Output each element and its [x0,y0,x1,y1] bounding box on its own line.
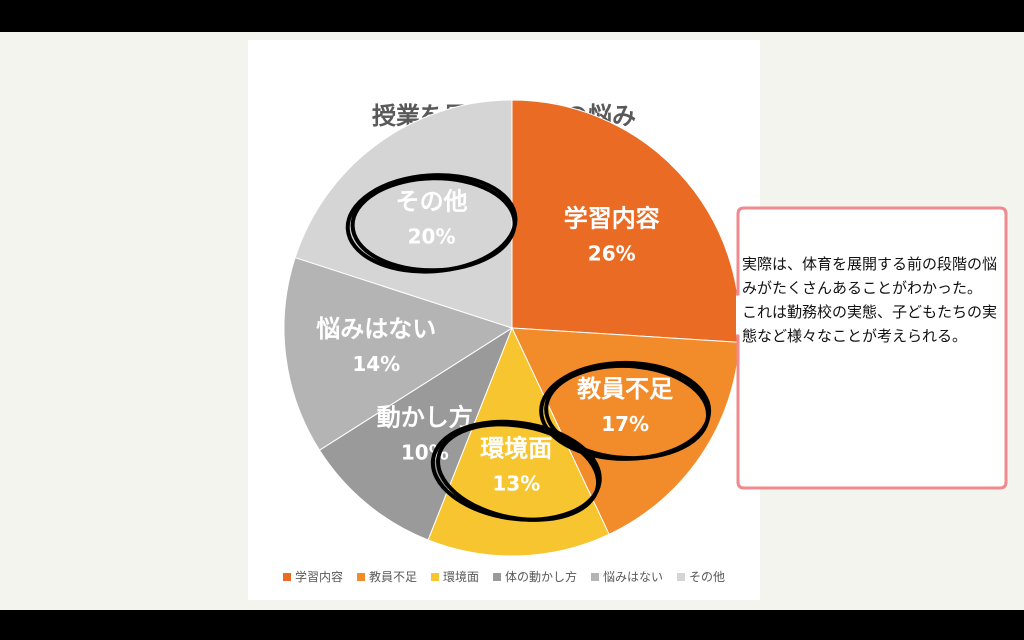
slice-label-3: 動かし方 [377,403,473,431]
slice-label-5: その他 [396,187,468,215]
legend-swatch-5 [677,572,686,581]
legend-label-3: 体の動かし方 [505,570,578,584]
legend-item-5: その他 [677,568,725,585]
legend-label-1: 教員不足 [368,570,417,584]
legend-swatch-0 [282,572,291,581]
slice-percent-4: 14% [352,352,400,376]
legend-item-2: 環境面 [430,568,479,585]
pie-slice-4 [283,256,514,451]
legend-swatch-1 [356,572,365,581]
legend-swatch-3 [493,572,501,581]
slice-label-2: 環境面 [480,435,552,463]
slice-label-1: 教員不足 [577,375,673,403]
legend-item-1: 教員不足 [356,568,417,585]
marker-circle [436,422,601,522]
legend-item-3: 体の動かし方 [493,568,577,585]
chart-legend: 学習内容 教員不足 環境面 体の動かし方 悩みはない その他 [248,568,760,585]
legend-label-2: 環境面 [442,570,479,584]
callout-line-0: 実際は、体育を展開する前の段階の悩みがたくさんあることがわかった。 [742,255,998,297]
legend-item-4: 悩みはない [591,568,663,585]
pie-slice-5 [294,99,513,329]
legend-label-4: 悩みはない [603,570,664,584]
slice-percent-0: 26% [588,241,636,265]
legend-item-0: 学習内容 [282,568,343,585]
callout-line-1: これは勤務校の実態、子どもたちの実態など様々なことが考えられる。 [742,303,998,345]
pie-slice-3 [318,326,514,541]
legend-swatch-2 [430,572,439,581]
callout-text: 実際は、体育を展開する前の段階の悩みがたくさんあることがわかった。 これは勤務校の… [742,252,1004,348]
legend-swatch-4 [591,572,600,581]
callout-box [736,206,1008,490]
legend-label-5: その他 [689,570,726,584]
marker-circle [350,176,517,273]
slice-percent-1: 17% [601,412,649,436]
slice-label-4: 悩みはない [316,315,436,343]
marker-circle [544,363,711,461]
pie-chart: 学習内容26%教員不足17%環境面13%動かし方10%悩みはない14%その他20… [283,99,741,557]
slice-label-0: 学習内容 [564,204,660,232]
slice-percent-5: 20% [408,224,456,248]
legend-label-0: 学習内容 [294,570,343,584]
slice-percent-2: 13% [492,472,540,496]
pie-slice-2 [427,326,610,557]
